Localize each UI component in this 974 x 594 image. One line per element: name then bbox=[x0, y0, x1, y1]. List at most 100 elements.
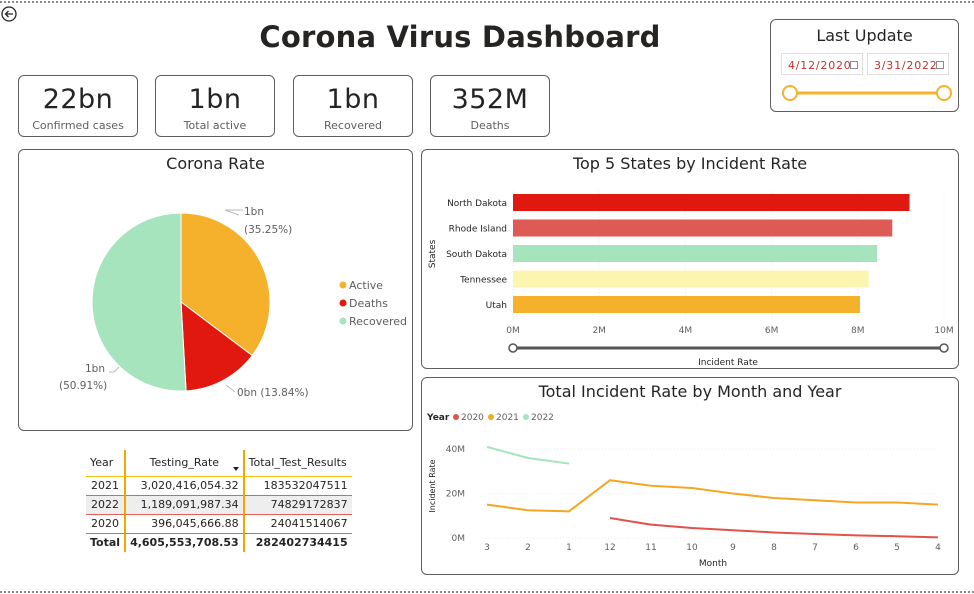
bar-chart-title: Top 5 States by Incident Rate bbox=[572, 154, 808, 173]
cell-year: 2021 bbox=[86, 476, 127, 496]
pie-title: Corona Rate bbox=[166, 154, 265, 173]
kpi-confirmed-card[interactable]: 22bn Confirmed cases bbox=[18, 75, 138, 137]
corona-rate-panel: Corona Rate 1bn (35.25%) 0bn (13.84%) 1b… bbox=[18, 149, 413, 431]
page-title: Corona Virus Dashboard bbox=[259, 20, 661, 54]
line-legend-title: Year bbox=[426, 413, 450, 423]
legend-deaths-label[interactable]: Deaths bbox=[349, 297, 388, 310]
line-x-tick-label: 3 bbox=[484, 543, 490, 553]
bar-rhode-island[interactable] bbox=[513, 219, 893, 237]
cell-testing-rate: 1,189,091,987.34 bbox=[125, 495, 243, 515]
cell-total-test-results: 74829172837 bbox=[243, 495, 352, 515]
top-states-panel: Top 5 States by Incident Rate States Inc… bbox=[421, 149, 959, 369]
back-arrow-icon[interactable] bbox=[1, 6, 17, 22]
cell-total-testing-rate: 4,605,553,708.53 bbox=[125, 532, 243, 552]
pie-label-recovered: 1bn bbox=[85, 363, 105, 375]
legend-2022-label[interactable]: 2022 bbox=[531, 413, 554, 423]
last-update-title: Last Update bbox=[816, 26, 913, 45]
cell-total-label: Total bbox=[86, 532, 127, 552]
pie-leader-line bbox=[224, 209, 243, 216]
pie-leader-line bbox=[109, 366, 120, 373]
line-x-axis-title: Month bbox=[699, 559, 727, 569]
calendar-icon[interactable] bbox=[850, 61, 858, 69]
kpi-value: 352M bbox=[451, 84, 529, 115]
kpi-label: Deaths bbox=[470, 119, 510, 132]
table-row[interactable]: 2020 396,045,666.88 24041514067 bbox=[86, 514, 352, 534]
date-range-slider[interactable] bbox=[771, 80, 960, 108]
line-y-tick-label: 40M bbox=[446, 445, 465, 455]
kpi-value: 1bn bbox=[326, 84, 380, 115]
kpi-deaths-card[interactable]: 352M Deaths bbox=[430, 75, 550, 137]
bar-chart[interactable]: States Incident Rate 0M 2M 4M 6M 8M 10M North … bbox=[422, 150, 958, 368]
bar-zoom-end-handle[interactable] bbox=[939, 343, 949, 353]
legend-deaths-marker bbox=[339, 299, 347, 307]
cell-total-test-results: 282402734415 bbox=[243, 532, 352, 552]
bar-x-tick-label: 6M bbox=[765, 326, 779, 336]
legend-recovered-label[interactable]: Recovered bbox=[349, 315, 407, 328]
line-chart[interactable]: Year 2020 2021 2022 Incident Rate Month 0M… bbox=[422, 378, 958, 574]
cell-testing-rate: 396,045,666.88 bbox=[125, 514, 243, 534]
sort-descending-icon bbox=[233, 467, 239, 471]
line-x-tick-label: 4 bbox=[935, 543, 941, 553]
legend-2020-marker bbox=[453, 414, 459, 420]
table-header-row: Year Testing_Rate Total_Test_Results bbox=[86, 450, 352, 477]
line-series-2020[interactable] bbox=[609, 517, 939, 539]
bar-zoom-start-handle[interactable] bbox=[508, 343, 518, 353]
cell-year: 2022 bbox=[86, 495, 127, 515]
line-y-axis-title: Incident Rate bbox=[428, 459, 437, 512]
bar-utah[interactable] bbox=[513, 296, 860, 313]
bar-x-axis-title: Incident Rate bbox=[698, 358, 758, 368]
pie-chart[interactable]: 1bn (35.25%) 0bn (13.84%) 1bn (50.91%) A… bbox=[19, 150, 412, 430]
top-border bbox=[0, 1, 974, 3]
pie-leader-line bbox=[225, 384, 236, 393]
column-header-year[interactable]: Year bbox=[86, 450, 127, 477]
pie-slice-deaths[interactable] bbox=[180, 300, 253, 392]
line-series-2021[interactable] bbox=[486, 479, 939, 513]
start-date-value: 4/12/2020 bbox=[788, 59, 852, 72]
cell-total-test-results: 24041514067 bbox=[243, 514, 352, 534]
pie-pct-active: (35.25%) bbox=[244, 224, 292, 236]
start-date-input[interactable]: 4/12/2020 bbox=[781, 53, 863, 75]
end-date-input[interactable]: 3/31/2022 bbox=[867, 53, 949, 75]
legend-active-marker bbox=[339, 281, 347, 289]
legend-2021-label[interactable]: 2021 bbox=[496, 413, 519, 423]
pie-slice-recovered[interactable] bbox=[91, 212, 187, 392]
legend-active-label[interactable]: Active bbox=[349, 279, 383, 292]
bar-x-tick-label: 4M bbox=[679, 326, 693, 336]
bar-tennessee[interactable] bbox=[513, 270, 869, 288]
column-header-total-test-results[interactable]: Total_Test_Results bbox=[233, 450, 352, 477]
bar-south-dakota[interactable] bbox=[513, 245, 878, 262]
kpi-active-card[interactable]: 1bn Total active bbox=[155, 75, 275, 137]
line-series-2022[interactable] bbox=[486, 445, 570, 465]
end-date-value: 3/31/2022 bbox=[874, 59, 938, 72]
legend-2022-marker bbox=[523, 414, 529, 420]
line-x-tick-label: 8 bbox=[771, 543, 777, 553]
column-header-testing-rate[interactable]: Testing_Rate bbox=[125, 450, 243, 477]
table-row[interactable]: 2022 1,189,091,987.34 74829172837 bbox=[86, 495, 352, 515]
slider-start-handle[interactable] bbox=[782, 85, 798, 101]
line-x-tick-label: 1 bbox=[566, 543, 572, 553]
kpi-value: 1bn bbox=[188, 84, 242, 115]
bar-x-tick-label: 8M bbox=[851, 326, 865, 336]
line-x-tick-label: 10 bbox=[686, 543, 698, 553]
line-x-tick-label: 2 bbox=[525, 543, 531, 553]
bar-north-dakota[interactable] bbox=[513, 194, 910, 211]
kpi-label: Recovered bbox=[323, 119, 382, 132]
pie-legend: Active Deaths Recovered bbox=[339, 279, 407, 328]
kpi-label: Total active bbox=[183, 119, 247, 132]
calendar-icon[interactable] bbox=[936, 61, 944, 69]
legend-2021-marker bbox=[488, 414, 494, 420]
table-row[interactable]: 2021 3,020,416,054.32 183532047511 bbox=[86, 476, 352, 496]
pie-label-deaths: 0bn (13.84%) bbox=[237, 387, 309, 399]
bar-y-tick-label: Utah bbox=[486, 301, 507, 311]
slider-end-handle[interactable] bbox=[936, 85, 952, 101]
incident-trend-panel: Total Incident Rate by Month and Year Ye… bbox=[421, 377, 959, 575]
line-legend: 2020 2021 2022 bbox=[453, 413, 554, 423]
pie-pct-recovered: (50.91%) bbox=[59, 380, 107, 392]
pie-slice-active[interactable] bbox=[180, 212, 271, 357]
legend-recovered-marker bbox=[339, 317, 347, 325]
legend-2020-label[interactable]: 2020 bbox=[461, 413, 484, 423]
kpi-recovered-card[interactable]: 1bn Recovered bbox=[293, 75, 413, 137]
line-y-tick-label: 0M bbox=[452, 534, 466, 544]
pie-label-active: 1bn bbox=[244, 206, 264, 218]
